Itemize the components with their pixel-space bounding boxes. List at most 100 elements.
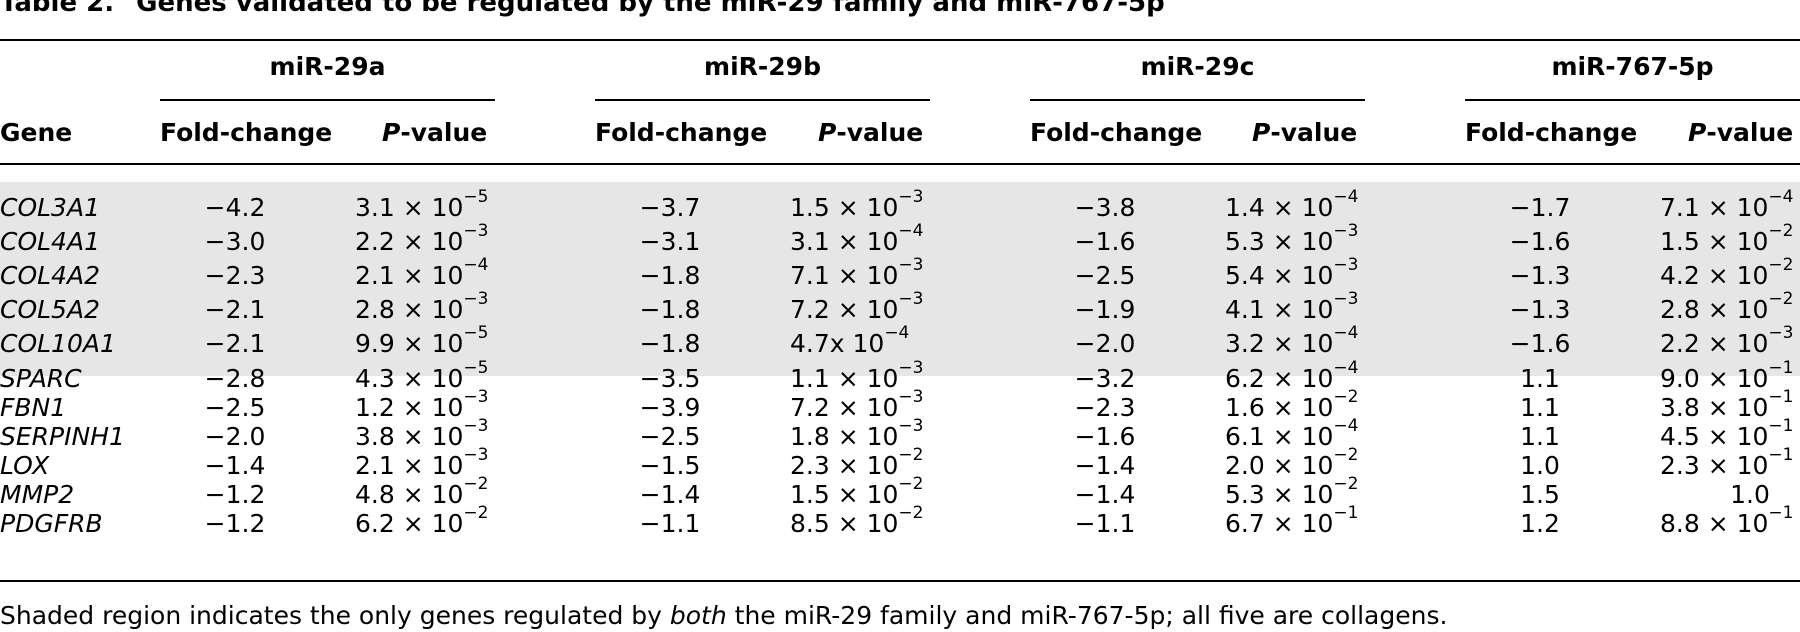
top-rule	[0, 39, 1800, 41]
p-value-exponent: −3	[463, 221, 489, 241]
p-value-cell: 7.2 × 10−3	[790, 291, 950, 325]
fold-change-cell: −2.5	[1074, 261, 1136, 290]
p-value-cell: 6.7 × 10−1	[1225, 505, 1385, 539]
p-value-cell: 9.0 × 10−1	[1660, 360, 1800, 394]
p-value-cell: 1.5 × 10−2	[790, 476, 950, 510]
fold-change-cell: −3.7	[639, 193, 701, 222]
footnote-text-end: the miR-29 family and miR-767-5p; all fi…	[726, 601, 1448, 630]
p-value-exponent: −3	[898, 358, 924, 378]
group-rule	[160, 99, 495, 101]
p-value-cell: 1.6 × 10−2	[1225, 389, 1385, 423]
p-value-cell: 4.5 × 10−1	[1660, 418, 1800, 452]
fold-change-cell: −2.3	[204, 261, 266, 290]
fold-change-cell: −1.5	[639, 451, 701, 480]
table-row: SERPINH1 −2.0 3.8 × 10−3 −2.5 1.8 × 10−3 −1.6…	[0, 418, 1800, 452]
p-value-cell: 2.8 × 10−2	[1660, 291, 1800, 325]
gene-name: LOX	[0, 451, 50, 480]
fold-change-cell: −2.0	[1074, 329, 1136, 358]
p-value-header: P-value	[1688, 118, 1793, 148]
fold-change-cell: −2.3	[1074, 393, 1136, 422]
p-value-mantissa: 1.6 × 10	[1225, 393, 1334, 422]
p-value-header-rest: -value	[836, 118, 924, 147]
p-value-exponent: −2	[1768, 289, 1794, 309]
p-value-cell: 3.8 × 10−1	[1660, 389, 1800, 423]
fold-change-cell: −1.4	[639, 480, 701, 509]
p-value-cell: 3.8 × 10−3	[355, 418, 515, 452]
p-value-mantissa: 6.2 × 10	[355, 509, 464, 538]
fold-change-cell: 1.1	[1520, 422, 1560, 451]
p-value-mantissa: 1.8 × 10	[790, 422, 899, 451]
p-value-cell: 7.2 × 10−3	[790, 389, 950, 423]
fold-change-cell: −2.5	[639, 422, 701, 451]
p-value-cell: 2.1 × 10−3	[355, 447, 515, 481]
fold-change-cell: 1.2	[1520, 509, 1560, 538]
p-value-mantissa: 2.2 × 10	[355, 227, 464, 256]
p-value-mantissa: 2.1 × 10	[355, 451, 464, 480]
p-value-mantissa: 3.8 × 10	[355, 422, 464, 451]
p-value-mantissa: 8.5 × 10	[790, 509, 899, 538]
p-value-cell: 2.3 × 10−1	[1660, 447, 1800, 481]
table-row: LOX −1.4 2.1 × 10−3 −1.5 2.3 × 10−2 −1.4 2.0 ×…	[0, 447, 1800, 481]
fold-change-cell: −1.6	[1074, 227, 1136, 256]
gene-name: COL5A2	[0, 295, 100, 324]
p-value-exponent: −4	[1333, 187, 1359, 207]
p-value-cell: 5.4 × 10−3	[1225, 257, 1385, 291]
p-value-exponent: −3	[463, 289, 489, 309]
p-value-cell: 2.8 × 10−3	[355, 291, 515, 325]
fold-change-cell: −1.8	[639, 329, 701, 358]
fold-change-header: Fold-change	[1465, 118, 1638, 147]
p-value-exponent: −2	[463, 503, 489, 523]
footnote-text-start: Shaded region indicates the only genes r…	[0, 601, 670, 630]
p-value-cell: 1.0	[1670, 480, 1800, 510]
p-value-cell: 4.2 × 10−2	[1660, 257, 1800, 291]
fold-change-cell: 1.1	[1520, 364, 1560, 393]
fold-change-cell: −1.4	[204, 451, 266, 480]
p-value-mantissa: 1.2 × 10	[355, 393, 464, 422]
p-value-cell: 4.3 × 10−5	[355, 360, 515, 394]
fold-change-cell: −2.8	[204, 364, 266, 393]
p-value-exponent: −2	[898, 503, 924, 523]
p-value-exponent: −4	[463, 255, 489, 275]
fold-change-cell: 1.1	[1520, 393, 1560, 422]
p-value-cell: 1.1 × 10−3	[790, 360, 950, 394]
group-rule	[1030, 99, 1365, 101]
p-value-exponent: −2	[1333, 445, 1359, 465]
p-value-exponent: −1	[1768, 358, 1794, 378]
p-value-mantissa: 1.4 × 10	[1225, 193, 1334, 222]
fold-change-cell: −3.5	[639, 364, 701, 393]
p-value-cell: 6.2 × 10−2	[355, 505, 515, 539]
p-value-exponent: −3	[898, 289, 924, 309]
fold-change-cell: −2.0	[204, 422, 266, 451]
p-value-exponent: −2	[1333, 474, 1359, 494]
table-row: COL3A1 −4.2 3.1 × 10−5 −3.7 1.5 × 10−3 −3.8 1.…	[0, 189, 1800, 223]
p-value-mantissa: 3.1 × 10	[355, 193, 464, 222]
p-value-header-rest: -value	[1706, 118, 1794, 147]
fold-change-header: Fold-change	[1030, 118, 1203, 147]
p-value-mantissa: 8.8 × 10	[1660, 509, 1769, 538]
p-value-header-italic: P	[818, 118, 837, 147]
p-value-cell: 8.5 × 10−2	[790, 505, 950, 539]
p-value-mantissa: 4.7x 10	[790, 329, 885, 358]
fold-change-cell: −1.4	[1074, 480, 1136, 509]
p-value-exponent: −5	[463, 187, 489, 207]
p-value-mantissa: 9.0 × 10	[1660, 364, 1769, 393]
fold-change-header: Fold-change	[160, 118, 333, 147]
bottom-rule	[0, 580, 1800, 582]
p-value-mantissa: 4.3 × 10	[355, 364, 464, 393]
p-value-mantissa: 5.3 × 10	[1225, 227, 1334, 256]
p-value-cell: 8.8 × 10−1	[1660, 505, 1800, 539]
group-header: miR-29b	[704, 52, 821, 81]
table-caption: Table 2. Genes validated to be regulated …	[0, 0, 1165, 18]
p-value-mantissa: 6.1 × 10	[1225, 422, 1334, 451]
p-value-mantissa: 6.2 × 10	[1225, 364, 1334, 393]
p-value-header-italic: P	[1688, 118, 1707, 147]
fold-change-header: Fold-change	[595, 118, 768, 147]
p-value-header-italic: P	[1252, 118, 1271, 147]
p-value-exponent: −2	[463, 474, 489, 494]
table-label: Table 2.	[0, 0, 115, 18]
p-value-mantissa: 7.2 × 10	[790, 393, 899, 422]
p-value-header-italic: P	[382, 118, 401, 147]
p-value-cell: 2.2 × 10−3	[1660, 325, 1800, 359]
gene-name: SPARC	[0, 364, 82, 393]
table-row: PDGFRB −1.2 6.2 × 10−2 −1.1 8.5 × 10−2 −1.1 6.…	[0, 505, 1800, 539]
